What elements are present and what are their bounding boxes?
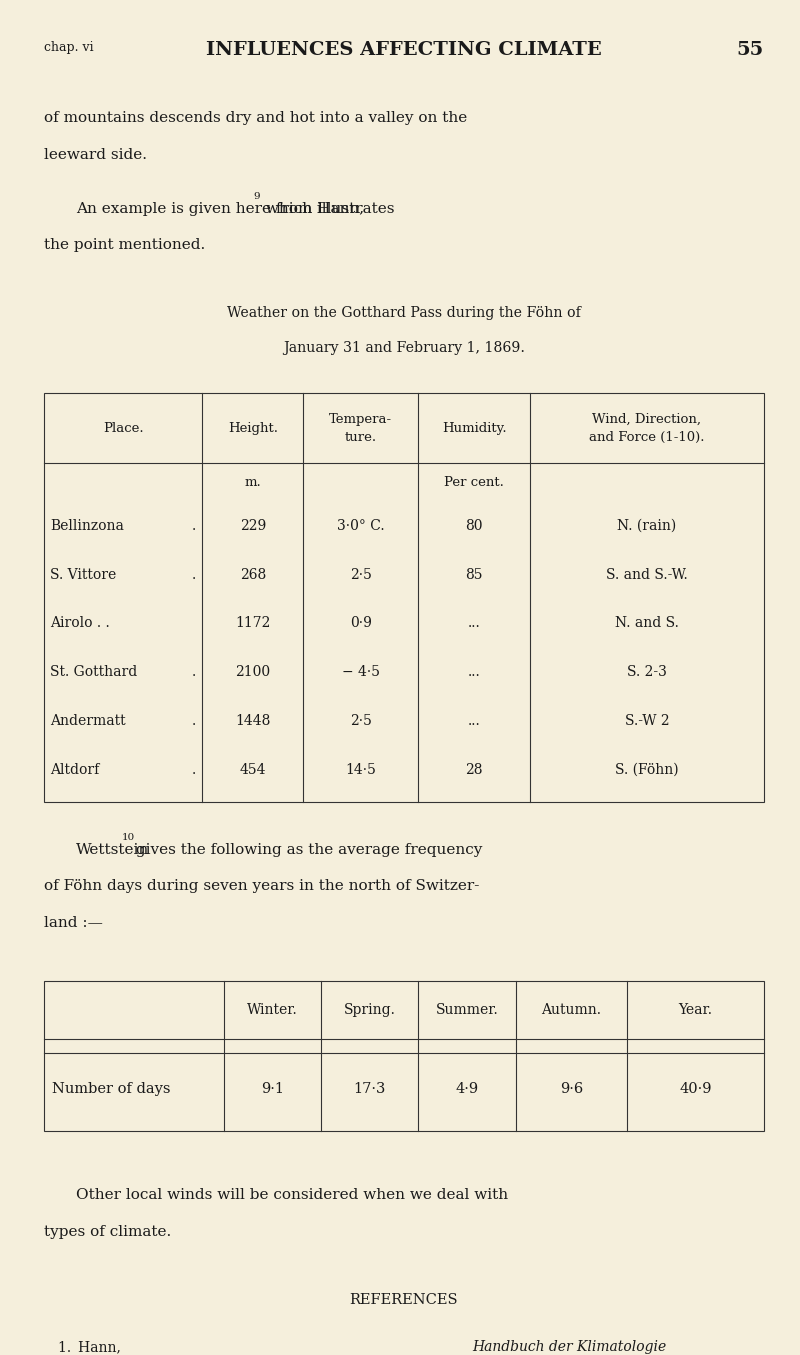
Text: 4·9: 4·9 [455,1083,478,1096]
Text: 2100: 2100 [235,665,270,679]
Text: .: . [192,714,196,728]
Text: Year.: Year. [678,1003,713,1018]
Text: An example is given here from Hann,: An example is given here from Hann, [76,202,364,215]
Text: 3·0° C.: 3·0° C. [337,519,385,533]
Text: − 4·5: − 4·5 [342,665,380,679]
Text: Place.: Place. [103,421,143,435]
Text: 2·5: 2·5 [350,714,372,728]
Text: Bellinzona: Bellinzona [50,519,124,533]
Text: leeward side.: leeward side. [44,148,147,161]
Text: Airolo . .: Airolo . . [50,617,110,630]
Text: Winter.: Winter. [247,1003,298,1018]
Text: of mountains descends dry and hot into a valley on the: of mountains descends dry and hot into a… [44,111,467,125]
Text: 85: 85 [466,568,483,581]
Text: St. Gotthard: St. Gotthard [50,665,138,679]
Text: Spring.: Spring. [344,1003,396,1018]
Text: ...: ... [468,714,481,728]
Text: 28: 28 [466,763,483,776]
Text: 17·3: 17·3 [354,1083,386,1096]
Text: 1448: 1448 [235,714,270,728]
Text: 80: 80 [466,519,483,533]
Text: Per cent.: Per cent. [444,476,504,489]
Text: INFLUENCES AFFECTING CLIMATE: INFLUENCES AFFECTING CLIMATE [206,41,602,58]
Text: 14·5: 14·5 [346,763,376,776]
Text: .: . [192,568,196,581]
Text: 1. Hann,: 1. Hann, [58,1340,126,1354]
Text: .: . [192,763,196,776]
Text: REFERENCES: REFERENCES [350,1293,458,1306]
Text: ...: ... [468,665,481,679]
Text: S. (Föhn): S. (Föhn) [615,763,679,776]
Text: Andermatt: Andermatt [50,714,126,728]
Text: .: . [192,665,196,679]
Text: 2·5: 2·5 [350,568,372,581]
Text: 229: 229 [240,519,266,533]
Text: land :—: land :— [44,916,103,930]
Text: types of climate.: types of climate. [44,1225,171,1238]
Text: chap. vi: chap. vi [44,41,94,54]
Text: which illustrates: which illustrates [261,202,394,215]
Text: N. (rain): N. (rain) [618,519,677,533]
Text: Weather on the Gotthard Pass during the Föhn of: Weather on the Gotthard Pass during the … [227,306,581,320]
Text: January 31 and February 1, 1869.: January 31 and February 1, 1869. [283,341,525,355]
Text: S. and S.-W.: S. and S.-W. [606,568,688,581]
Text: gives the following as the average frequency: gives the following as the average frequ… [130,843,482,856]
Text: 10: 10 [122,833,135,843]
Text: Height.: Height. [228,421,278,435]
Text: 1172: 1172 [235,617,270,630]
Text: S.-W 2: S.-W 2 [625,714,670,728]
Text: ...: ... [468,617,481,630]
Text: Humidity.: Humidity. [442,421,506,435]
Text: 0·9: 0·9 [350,617,372,630]
Bar [44,981,764,1131]
Text: S. Vittore: S. Vittore [50,568,117,581]
Text: .: . [192,519,196,533]
Text: 9·1: 9·1 [261,1083,284,1096]
Text: 9: 9 [254,192,261,202]
Text: S. 2-3: S. 2-3 [627,665,667,679]
Text: 55: 55 [737,41,764,58]
Text: Autumn.: Autumn. [542,1003,602,1018]
Text: of Föhn days during seven years in the north of Switzer-: of Föhn days during seven years in the n… [44,879,479,893]
Text: the point mentioned.: the point mentioned. [44,238,206,252]
Text: 268: 268 [240,568,266,581]
Bar [44,393,764,802]
Text: Handbuch der Klimatologie: Handbuch der Klimatologie [472,1340,666,1354]
Text: Wind, Direction,
and Force (1-10).: Wind, Direction, and Force (1-10). [590,413,705,443]
Text: Wettstein: Wettstein [76,843,150,856]
Text: Number of days: Number of days [52,1083,170,1096]
Text: m.: m. [245,476,261,489]
Text: Tempera-
ture.: Tempera- ture. [330,413,392,443]
Text: 40·9: 40·9 [679,1083,712,1096]
Text: Summer.: Summer. [436,1003,498,1018]
Text: Other local winds will be considered when we deal with: Other local winds will be considered whe… [76,1188,508,1202]
Text: 454: 454 [239,763,266,776]
Text: 9·6: 9·6 [560,1083,583,1096]
Text: Altdorf: Altdorf [50,763,100,776]
Text: N. and S.: N. and S. [615,617,679,630]
